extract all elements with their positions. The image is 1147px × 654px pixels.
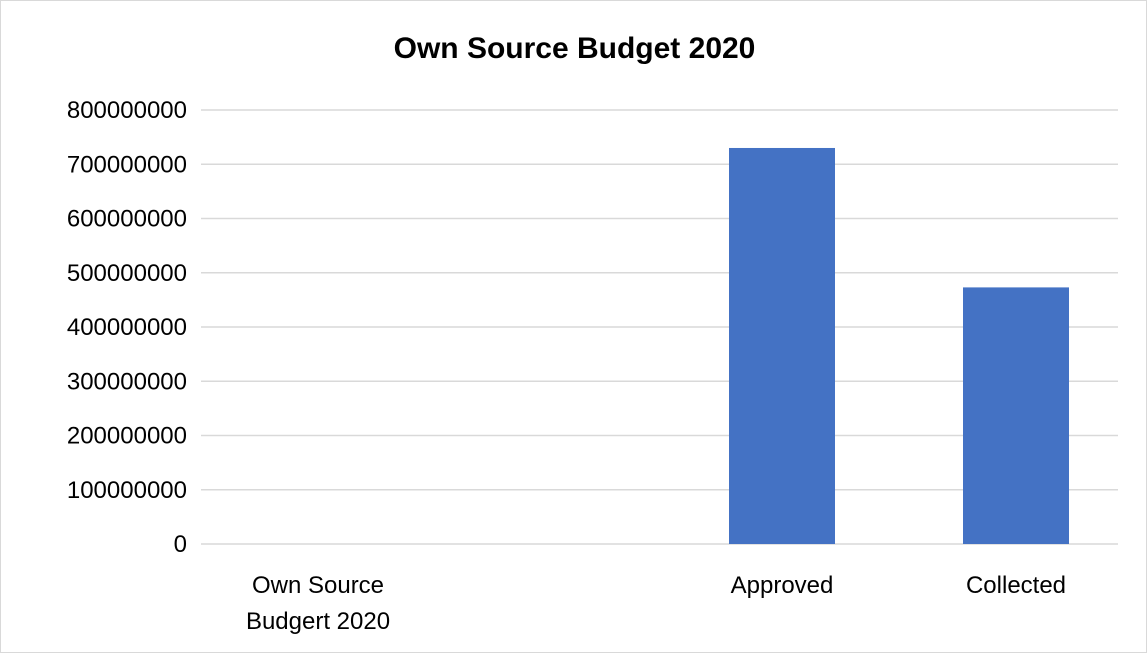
y-tick-label-7: 700000000 <box>67 151 187 178</box>
y-tick-label-1: 100000000 <box>67 477 187 504</box>
bar-2 <box>963 287 1069 544</box>
chart-title: Own Source Budget 2020 <box>393 32 756 65</box>
x-tick-label-0: Own Source Budgert 2020 <box>246 572 390 635</box>
y-tick-label-3: 300000000 <box>67 368 187 395</box>
y-tick-label-0: 0 <box>174 531 187 558</box>
y-tick-label-6: 600000000 <box>67 206 187 233</box>
x-tick-label-2: Collected <box>966 572 1066 599</box>
y-tick-label-8: 800000000 <box>67 97 187 124</box>
y-tick-label-4: 400000000 <box>67 314 187 341</box>
y-tick-label-5: 500000000 <box>67 260 187 287</box>
bar-1 <box>729 147 835 544</box>
y-tick-label-2: 200000000 <box>67 423 187 450</box>
x-tick-label-1: Approved <box>731 572 834 599</box>
